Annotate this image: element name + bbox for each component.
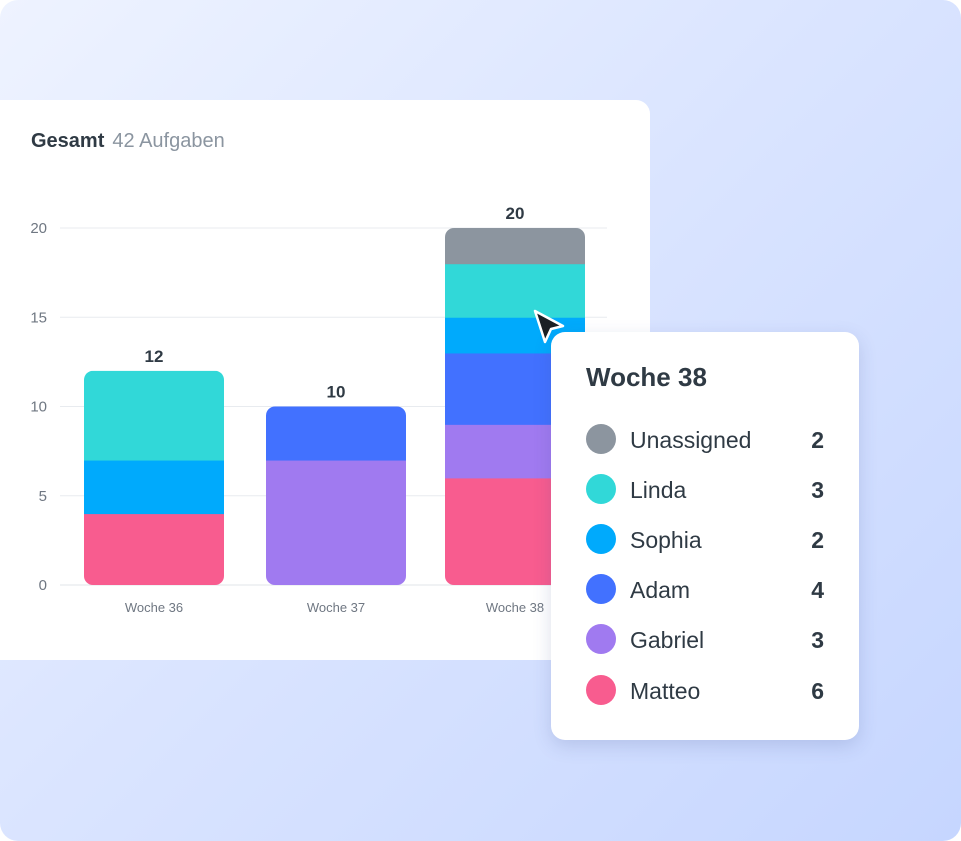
tooltip-value: 6 [811, 678, 824, 704]
tooltip-panel: Woche 38 Unassigned 2 Linda 3 Sophia 2 A… [551, 332, 859, 740]
y-tick-label: 0 [39, 577, 47, 594]
bar-total-label: 20 [506, 204, 525, 223]
legend-dot-linda [586, 474, 616, 504]
y-tick-label: 20 [30, 220, 47, 237]
chart-header: Gesamt 42 Aufgaben [31, 129, 225, 153]
tooltip-name: Adam [630, 577, 691, 603]
y-tick-label: 10 [30, 399, 47, 416]
tooltip-value: 2 [811, 527, 824, 553]
tooltip-row-gabriel: Gabriel 3 [586, 624, 824, 654]
bar-total-label: 10 [327, 383, 346, 402]
legend-dot-gabriel [586, 624, 616, 654]
tooltip-value: 3 [811, 477, 824, 503]
y-tick-label: 5 [39, 488, 47, 505]
chart-title: Gesamt [31, 130, 105, 152]
tooltip-name: Sophia [630, 527, 702, 553]
tooltip-row-linda: Linda 3 [586, 474, 824, 504]
task-count: 42 Aufgaben [112, 130, 225, 152]
bar-segment-linda[interactable] [445, 263, 585, 318]
tooltip-value: 2 [811, 427, 824, 453]
legend-dot-unassigned [586, 424, 616, 454]
bar-segment-sophia[interactable] [84, 460, 224, 515]
bar-segment-matteo[interactable] [84, 513, 224, 586]
tooltip-value: 4 [811, 577, 824, 603]
bar-total-label: 12 [145, 347, 164, 366]
tooltip-name: Gabriel [630, 627, 705, 653]
tooltip-name: Matteo [630, 678, 701, 704]
bar-segment-unassigned[interactable] [445, 228, 585, 265]
tooltip-row-sophia: Sophia 2 [586, 524, 824, 554]
tooltip-row-matteo: Matteo 6 [586, 675, 824, 705]
tooltip-title: Woche 38 [586, 362, 707, 392]
bar-segment-adam[interactable] [266, 406, 406, 461]
x-category-label: Woche 38 [486, 600, 544, 615]
tooltip-value: 3 [811, 627, 824, 653]
legend-dot-sophia [586, 524, 616, 554]
bar-segment-linda[interactable] [84, 370, 224, 461]
x-category-label: Woche 37 [307, 600, 365, 615]
tooltip-row-unassigned: Unassigned 2 [586, 424, 824, 454]
legend-dot-matteo [586, 675, 616, 705]
tooltip-name: Unassigned [630, 427, 752, 453]
bar-segment-gabriel[interactable] [266, 460, 406, 585]
tooltip-row-adam: Adam 4 [586, 574, 824, 604]
tooltip-name: Linda [630, 477, 687, 503]
bar-stack [266, 406, 406, 585]
mouse-pointer-icon [533, 309, 565, 344]
x-category-label: Woche 36 [125, 600, 183, 615]
legend-dot-adam [586, 574, 616, 604]
bar-stack [84, 370, 224, 586]
y-tick-label: 15 [30, 309, 47, 326]
